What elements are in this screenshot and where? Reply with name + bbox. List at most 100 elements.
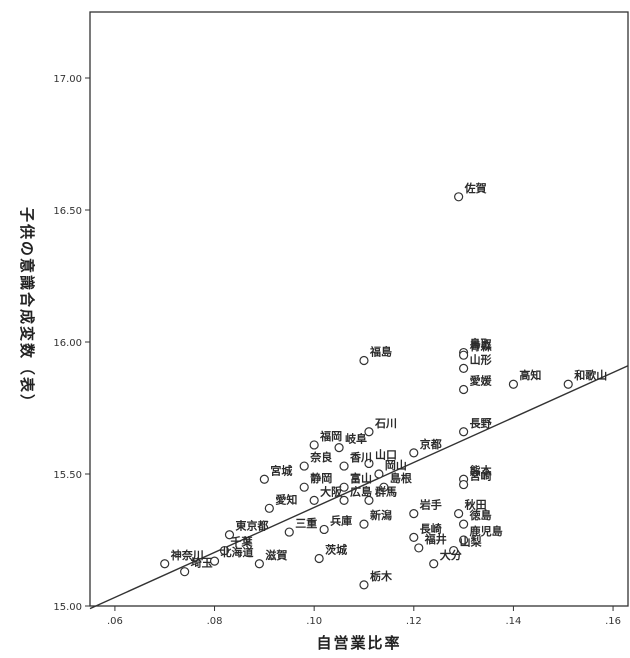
data-point (339, 495, 349, 505)
data-point (429, 559, 439, 569)
y-axis-title: 子供の意識合成変数（表） (18, 207, 36, 411)
plot-area (89, 11, 629, 607)
point-label: 鹿児島 (470, 524, 503, 538)
point-label: 徳島 (469, 508, 492, 522)
point-label: 福井 (424, 532, 447, 546)
data-point (364, 427, 374, 437)
data-point (364, 458, 374, 469)
point-label: 奈良 (309, 450, 332, 464)
y-tick-label: 16.50 (53, 206, 82, 217)
data-point (414, 543, 424, 553)
point-label: 広島 (350, 484, 372, 498)
point-label: 大阪 (320, 484, 343, 498)
x-tick-label: .08 (207, 616, 223, 627)
regression-line (89, 365, 629, 610)
point-label: 秋田 (465, 498, 487, 512)
point-label: 新潟 (370, 508, 392, 522)
point-label: 千葉 (231, 535, 254, 549)
point-label: 山形 (470, 352, 492, 366)
x-tick-label: .06 (107, 616, 123, 627)
data-point (180, 567, 190, 577)
point-label: 愛媛 (470, 374, 493, 388)
point-label: 石川 (374, 417, 397, 430)
y-tick-label: 16.00 (53, 338, 82, 349)
point-label: 高知 (519, 368, 541, 382)
data-point (459, 535, 469, 545)
point-label: 茨城 (325, 542, 347, 556)
y-tick-label: 15.50 (53, 470, 82, 481)
point-label: 福岡 (319, 429, 342, 443)
data-point (259, 474, 269, 484)
data-point (563, 379, 573, 389)
data-point (264, 503, 274, 513)
data-point (364, 495, 374, 505)
data-point (459, 384, 469, 395)
data-point (339, 461, 349, 471)
data-point (299, 482, 309, 492)
data-point (459, 479, 469, 490)
point-label: 長崎 (420, 521, 442, 535)
data-point (409, 532, 419, 542)
data-point (254, 559, 264, 569)
point-label: 滋賀 (265, 548, 287, 562)
data-point (379, 482, 389, 492)
point-label: 栃木 (370, 569, 393, 583)
point-label: 和歌山 (574, 368, 607, 382)
data-point (459, 427, 469, 437)
data-point (459, 350, 469, 360)
point-label: 埼玉 (191, 556, 213, 570)
point-label: 京都 (420, 437, 442, 451)
point-label: 神奈川 (171, 548, 204, 562)
data-point (359, 355, 369, 366)
point-label: 鳥取 (470, 337, 492, 351)
data-point (299, 461, 309, 471)
point-label: 北海道 (221, 545, 254, 559)
x-axis-ticks: .06 .08 .10 .12 .14 .16 (107, 606, 621, 627)
data-point (334, 443, 344, 453)
data-point (454, 508, 464, 519)
data-point (359, 519, 369, 529)
y-tick-label: 17.00 (53, 74, 82, 85)
point-label: 佐賀 (464, 181, 487, 195)
point-label: 静岡 (310, 471, 332, 485)
point-label: 香川 (349, 450, 372, 464)
x-axis-title: 自営業比率 (316, 634, 401, 652)
point-label: 宮城 (270, 463, 292, 477)
point-label: 大分 (440, 548, 462, 562)
point-label: 岐阜 (345, 432, 367, 446)
data-point (284, 527, 294, 537)
data-point (374, 469, 384, 479)
point-label: 島根 (390, 471, 413, 485)
point-label: 山口 (375, 447, 397, 461)
x-tick-label: .10 (306, 616, 322, 627)
data-point (219, 545, 230, 556)
data-point (449, 545, 459, 556)
x-tick-label: .14 (505, 616, 521, 627)
x-tick-label: .12 (406, 616, 422, 627)
data-point (409, 448, 419, 458)
point-label: 群馬 (374, 484, 397, 498)
x-tick-label: .16 (605, 616, 621, 627)
point-label: 愛知 (275, 492, 297, 506)
data-point (339, 482, 349, 492)
data-point (459, 363, 469, 373)
data-point (314, 553, 324, 564)
point-label: 福島 (369, 344, 392, 358)
data-point (508, 379, 519, 389)
point-label: 三重 (295, 516, 317, 530)
data-point (209, 556, 220, 566)
data-point (309, 440, 319, 450)
point-label: 東京都 (235, 519, 268, 533)
data-point (359, 580, 369, 590)
point-label: 山梨 (460, 535, 483, 549)
data-point (459, 519, 469, 529)
point-label: 青森 (470, 339, 493, 353)
data-point (454, 192, 464, 202)
y-axis-ticks: 15.00 15.50 16.00 16.50 17.00 (53, 74, 90, 613)
y-tick-label: 15.00 (53, 602, 82, 613)
point-label: 岩手 (419, 498, 442, 512)
point-label: 長野 (470, 417, 492, 430)
data-point (224, 530, 235, 540)
